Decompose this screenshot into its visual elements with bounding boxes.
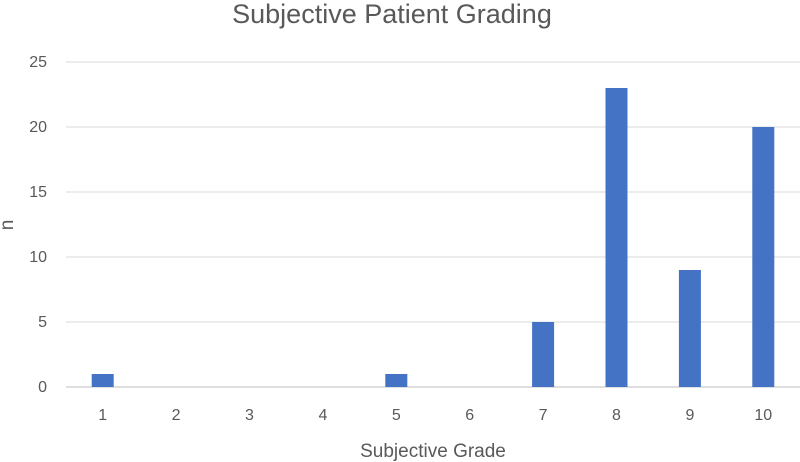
y-tick-label: 20 bbox=[29, 119, 47, 136]
x-tick-label: 4 bbox=[318, 407, 327, 424]
x-tick-label: 2 bbox=[172, 407, 181, 424]
x-tick-label: 3 bbox=[245, 407, 254, 424]
bars bbox=[91, 88, 775, 387]
x-tick-label: 9 bbox=[685, 407, 694, 424]
y-axis-ticks: 0 5 10 15 20 25 bbox=[29, 54, 47, 396]
y-axis-label: n bbox=[0, 220, 18, 231]
y-tick-label: 15 bbox=[29, 184, 47, 201]
bar-grade-9 bbox=[678, 270, 701, 387]
x-tick-label: 8 bbox=[612, 407, 621, 424]
y-tick-label: 25 bbox=[29, 54, 47, 71]
x-tick-label: 1 bbox=[98, 407, 107, 424]
x-axis-label: Subjective Grade bbox=[360, 441, 506, 462]
y-tick-label: 0 bbox=[38, 379, 47, 396]
chart-title: Subjective Patient Grading bbox=[232, 0, 552, 29]
gridlines bbox=[66, 61, 800, 388]
x-tick-label: 6 bbox=[465, 407, 474, 424]
bar-grade-7 bbox=[532, 322, 555, 387]
bar-grade-8 bbox=[605, 88, 628, 387]
x-tick-label: 10 bbox=[754, 407, 772, 424]
y-tick-label: 5 bbox=[38, 314, 47, 331]
bar-grade-1 bbox=[91, 374, 114, 387]
bar-grade-5 bbox=[385, 374, 408, 387]
x-tick-label: 5 bbox=[392, 407, 401, 424]
bar-grade-10 bbox=[752, 127, 775, 387]
y-tick-label: 10 bbox=[29, 249, 47, 266]
x-tick-label: 7 bbox=[539, 407, 548, 424]
x-axis-ticks: 1 2 3 4 5 6 7 8 9 10 bbox=[98, 407, 772, 424]
